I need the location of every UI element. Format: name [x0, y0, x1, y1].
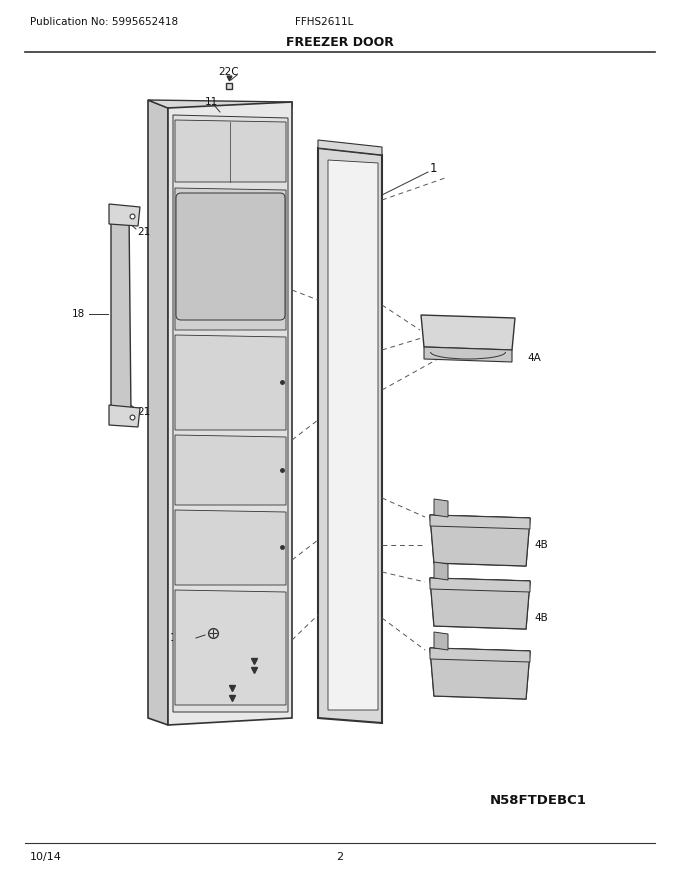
Text: 13A: 13A	[170, 633, 190, 643]
Polygon shape	[318, 148, 382, 723]
Text: 18: 18	[72, 309, 85, 319]
Text: 4B: 4B	[534, 540, 548, 550]
Polygon shape	[430, 648, 530, 699]
Text: 11: 11	[205, 97, 218, 107]
Text: FFHS2611L: FFHS2611L	[295, 17, 354, 27]
Text: 22C: 22C	[218, 67, 239, 77]
Polygon shape	[111, 212, 131, 415]
Text: 21A: 21A	[200, 693, 220, 703]
Polygon shape	[430, 515, 530, 566]
Text: 21: 21	[137, 227, 150, 237]
Polygon shape	[430, 648, 530, 662]
Text: 4A: 4A	[527, 353, 541, 363]
Text: FREEZER DOOR: FREEZER DOOR	[286, 35, 394, 48]
Polygon shape	[318, 140, 382, 155]
Text: N58FTDEBC1: N58FTDEBC1	[490, 794, 587, 806]
Polygon shape	[430, 648, 530, 699]
Text: 10/14: 10/14	[30, 852, 62, 862]
Polygon shape	[175, 435, 286, 505]
Text: 21: 21	[137, 407, 150, 417]
FancyBboxPatch shape	[176, 193, 285, 320]
Text: Publication No: 5995652418: Publication No: 5995652418	[30, 17, 178, 27]
Polygon shape	[434, 562, 448, 580]
Polygon shape	[430, 515, 530, 566]
Polygon shape	[430, 515, 530, 529]
Text: 22A: 22A	[259, 660, 279, 670]
Polygon shape	[434, 632, 448, 650]
Polygon shape	[109, 405, 140, 427]
Polygon shape	[148, 100, 292, 108]
Polygon shape	[109, 204, 140, 226]
Polygon shape	[175, 510, 286, 585]
Polygon shape	[148, 100, 168, 725]
Polygon shape	[424, 347, 512, 362]
Text: 2: 2	[337, 852, 343, 862]
Polygon shape	[430, 578, 530, 629]
Polygon shape	[173, 115, 288, 712]
Text: 1: 1	[430, 162, 437, 174]
Polygon shape	[175, 335, 286, 430]
Polygon shape	[430, 578, 530, 629]
Polygon shape	[175, 120, 286, 182]
Polygon shape	[328, 160, 378, 710]
Text: 4B: 4B	[534, 613, 548, 623]
Polygon shape	[421, 315, 515, 350]
Polygon shape	[175, 188, 286, 330]
Polygon shape	[434, 499, 448, 517]
Polygon shape	[168, 102, 292, 725]
Polygon shape	[430, 578, 530, 592]
Polygon shape	[175, 590, 286, 705]
